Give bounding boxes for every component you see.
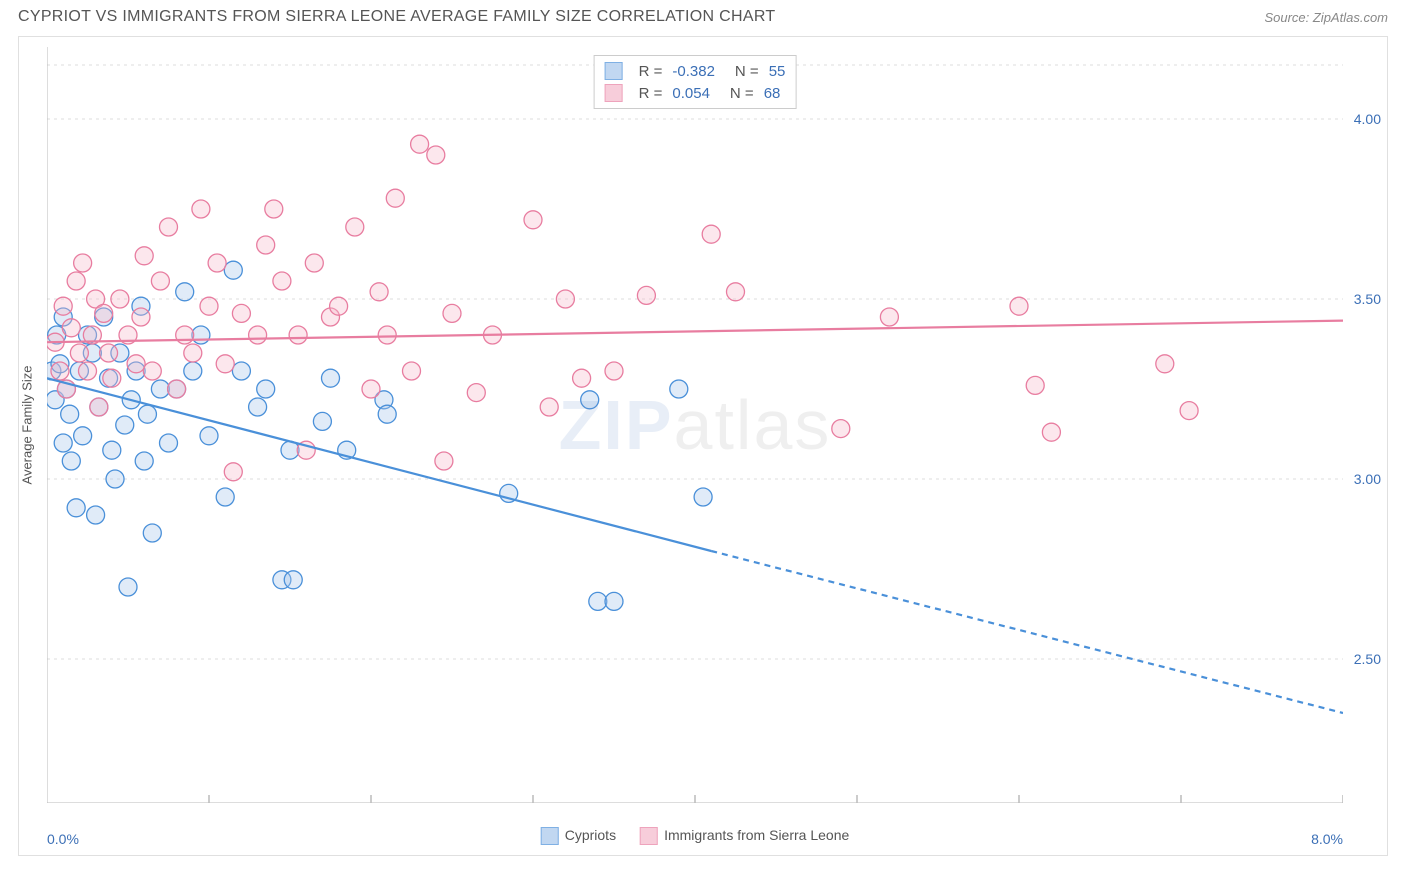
y-axis-label: Average Family Size — [20, 366, 35, 485]
source-attribution: Source: ZipAtlas.com — [1264, 10, 1388, 25]
bottom-legend-item: Immigrants from Sierra Leone — [640, 827, 849, 845]
bottom-legend-item: Cypriots — [541, 827, 616, 845]
x-tick-label: 0.0% — [47, 831, 79, 847]
plot-area: Average Family Size ZIPatlas R = -0.382N… — [47, 47, 1343, 803]
y-tick-label: 3.00 — [1354, 471, 1381, 487]
y-tick-label: 3.50 — [1354, 291, 1381, 307]
y-tick-label: 2.50 — [1354, 651, 1381, 667]
stat-legend: R = -0.382N = 55R = 0.054N = 68 — [594, 55, 797, 109]
bottom-legend: Cypriots Immigrants from Sierra Leone — [541, 827, 850, 845]
x-tick-label: 8.0% — [1311, 831, 1343, 847]
y-tick-label: 4.00 — [1354, 111, 1381, 127]
chart-title: CYPRIOT VS IMMIGRANTS FROM SIERRA LEONE … — [18, 8, 775, 26]
title-bar: CYPRIOT VS IMMIGRANTS FROM SIERRA LEONE … — [0, 0, 1406, 32]
legend-stat-row: R = 0.054N = 68 — [605, 82, 786, 104]
chart-container: Average Family Size ZIPatlas R = -0.382N… — [18, 36, 1388, 856]
legend-stat-row: R = -0.382N = 55 — [605, 60, 786, 82]
scatter-chart-svg — [47, 47, 1343, 803]
